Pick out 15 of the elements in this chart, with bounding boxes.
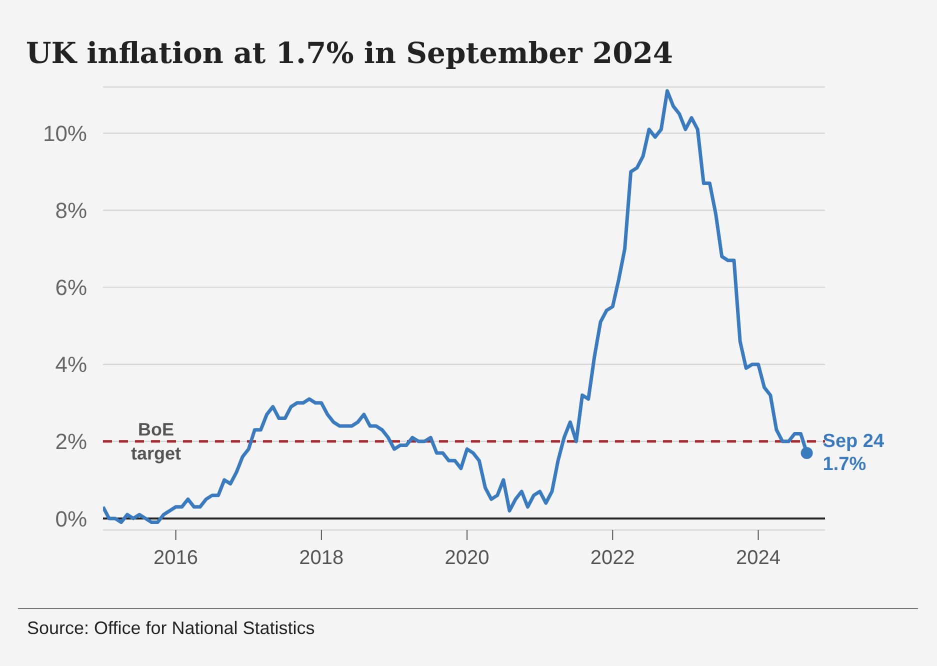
x-tick-label: 2020 bbox=[444, 547, 490, 570]
y-tick-label: 8% bbox=[55, 198, 87, 224]
y-tick-label: 6% bbox=[55, 275, 87, 300]
annotation: Sep 24 1.7% bbox=[822, 430, 884, 475]
ref-line-label: BoE target bbox=[130, 419, 182, 464]
chart-title: UK inflation at 1.7% in September 2024 bbox=[26, 36, 674, 70]
y-tick-label: 4% bbox=[55, 352, 87, 378]
y-tick-label: 10% bbox=[42, 121, 87, 146]
x-tick-label: 2024 bbox=[736, 547, 781, 570]
source-note: Source: Office for National Statistics bbox=[27, 618, 315, 639]
x-tick-label: 2016 bbox=[154, 547, 198, 570]
y-tick-label: 0% bbox=[55, 506, 87, 532]
x-tick-label: 2022 bbox=[590, 547, 635, 570]
x-tick-label: 2018 bbox=[299, 547, 344, 570]
y-tick-label: 2% bbox=[55, 429, 87, 454]
